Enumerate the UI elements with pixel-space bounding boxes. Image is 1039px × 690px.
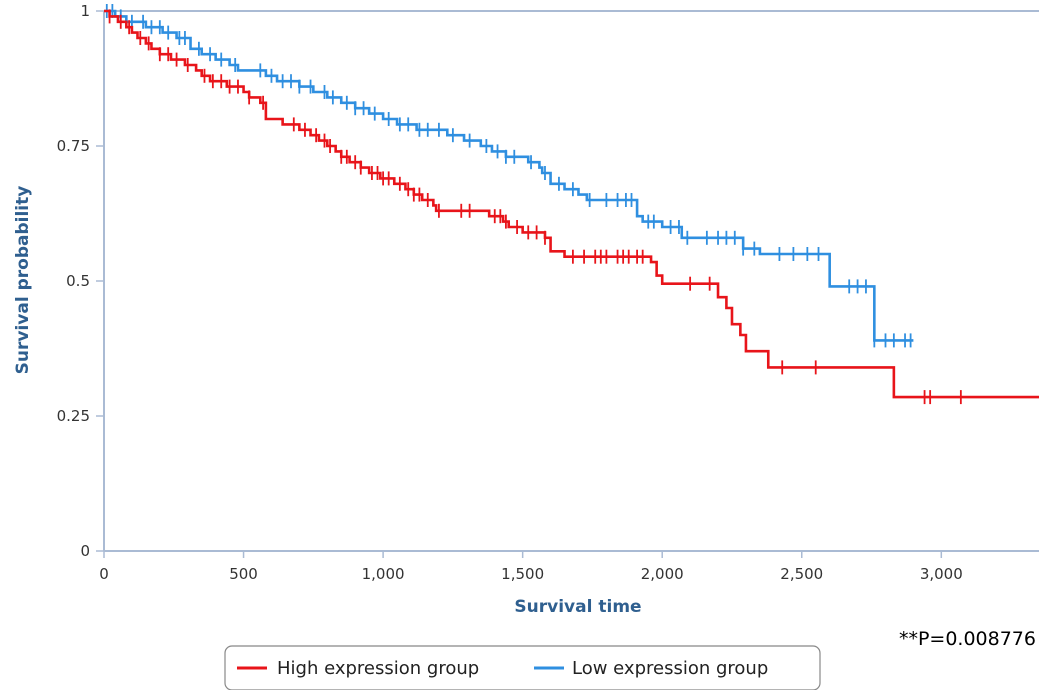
- x-tick-label: 1,000: [362, 565, 405, 583]
- x-tick-label: 2,000: [641, 565, 684, 583]
- p-value-annotation: **P=0.008776: [899, 628, 1036, 650]
- x-tick-label: 3,000: [920, 565, 963, 583]
- x-tick-label: 500: [229, 565, 258, 583]
- x-axis-title: Survival time: [514, 597, 641, 617]
- y-tick-label: 0.75: [57, 137, 90, 155]
- y-tick-label: 0.5: [66, 272, 90, 290]
- series-layer: [104, 4, 1039, 405]
- series-high: [104, 9, 1039, 405]
- x-tick-label: 1,500: [501, 565, 544, 583]
- x-tick-label: 2,500: [780, 565, 823, 583]
- x-tick-label: 0: [99, 565, 109, 583]
- legend-label-high[interactable]: High expression group: [277, 658, 479, 679]
- legend-label-low[interactable]: Low expression group: [572, 658, 768, 679]
- survival-curve-low: [104, 9, 914, 342]
- y-axis-title: Survival probability: [13, 186, 33, 375]
- x-axis-ticks: 0 500 1,000 1,500 2,000 2,500 3,000: [99, 551, 963, 583]
- legend-box: [224, 645, 821, 690]
- legend: High expression group Low expression gro…: [224, 645, 821, 690]
- y-tick-label: 1: [80, 2, 90, 20]
- y-tick-label: 0: [80, 542, 90, 560]
- y-tick-label: 0.25: [57, 407, 90, 425]
- series-low: [104, 4, 914, 348]
- y-axis-ticks: 0 0.25 0.5 0.75 1: [57, 2, 104, 560]
